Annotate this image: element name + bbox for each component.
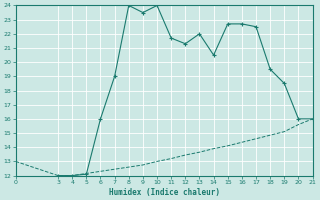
- X-axis label: Humidex (Indice chaleur): Humidex (Indice chaleur): [108, 188, 220, 197]
